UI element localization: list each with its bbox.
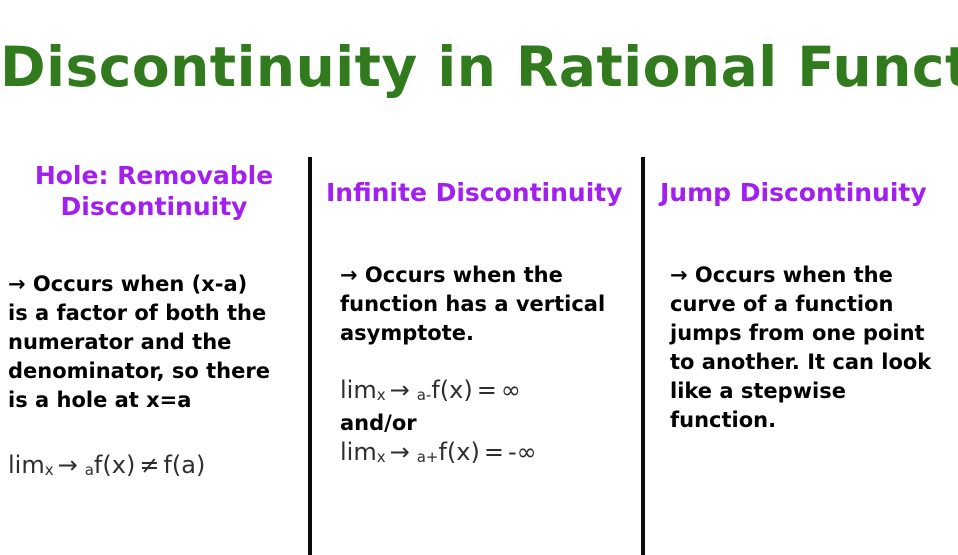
columns-container: Hole: Removable Discontinuity → Occurs w… bbox=[0, 155, 958, 555]
column-heading-hole-removable: Hole: Removable Discontinuity bbox=[34, 161, 274, 221]
column-divider-1 bbox=[308, 157, 312, 555]
column-body-jump: → Occurs when the curve of a function ju… bbox=[660, 261, 938, 435]
limit-arrow-icon: → bbox=[389, 438, 410, 466]
column-divider-2 bbox=[641, 157, 645, 555]
lim-operator: lim bbox=[340, 438, 377, 466]
approach-value-subscript: a+ bbox=[416, 448, 439, 466]
formula-block-hole-removable: limx → af(x) ≠ f(a) bbox=[8, 451, 300, 483]
function-expression: f(x) bbox=[438, 438, 480, 466]
relation-operator: = bbox=[483, 438, 504, 466]
column-body-infinite: → Occurs when the function has a vertica… bbox=[326, 261, 608, 348]
body-paragraph: → Occurs when the curve of a function ju… bbox=[670, 263, 932, 432]
formula-and-or-connector: and/or bbox=[340, 408, 628, 438]
approach-value-subscript: a bbox=[84, 461, 94, 479]
column-body-hole-removable: → Occurs when (x-a) is a factor of both … bbox=[8, 270, 270, 415]
relation-operator: ≠ bbox=[139, 451, 160, 479]
right-hand-side: ∞ bbox=[500, 376, 521, 404]
lim-operator: lim bbox=[8, 451, 45, 479]
limit-arrow-icon: → bbox=[57, 451, 78, 479]
approach-value-subscript: a- bbox=[416, 386, 432, 404]
right-hand-side: f(a) bbox=[163, 451, 206, 479]
lim-variable-subscript: x bbox=[376, 386, 386, 404]
relation-operator: = bbox=[476, 376, 497, 404]
page-title: Discontinuity in Rational Functions bbox=[0, 35, 958, 99]
function-expression: f(x) bbox=[431, 376, 473, 404]
right-hand-side: -∞ bbox=[507, 438, 537, 466]
column-jump-discontinuity: Jump Discontinuity → Occurs when the cur… bbox=[660, 155, 952, 555]
body-paragraph: → Occurs when (x-a) is a factor of both … bbox=[8, 272, 270, 412]
formula-limit-not-equal: limx → af(x) ≠ f(a) bbox=[8, 451, 300, 483]
column-hole-removable-discontinuity: Hole: Removable Discontinuity → Occurs w… bbox=[8, 155, 300, 555]
column-heading-jump: Jump Discontinuity bbox=[660, 178, 927, 207]
and-or-label: and/or bbox=[340, 411, 417, 435]
column-infinite-discontinuity: Infinite Discontinuity → Occurs when the… bbox=[326, 155, 628, 555]
function-expression: f(x) bbox=[93, 451, 136, 479]
formula-right-limit-negative-infinity: limx → a+f(x) = -∞ bbox=[340, 438, 628, 470]
lim-variable-subscript: x bbox=[44, 461, 54, 479]
limit-arrow-icon: → bbox=[389, 376, 410, 404]
lim-operator: lim bbox=[340, 376, 377, 404]
body-paragraph: → Occurs when the function has a vertica… bbox=[340, 263, 606, 345]
formula-block-infinite: limx → a-f(x) = ∞ and/or limx → a+f(x) = -∞ bbox=[326, 376, 628, 470]
formula-left-limit-positive-infinity: limx → a-f(x) = ∞ bbox=[340, 376, 628, 408]
column-heading-infinite: Infinite Discontinuity bbox=[326, 178, 623, 207]
lim-variable-subscript: x bbox=[376, 448, 386, 466]
